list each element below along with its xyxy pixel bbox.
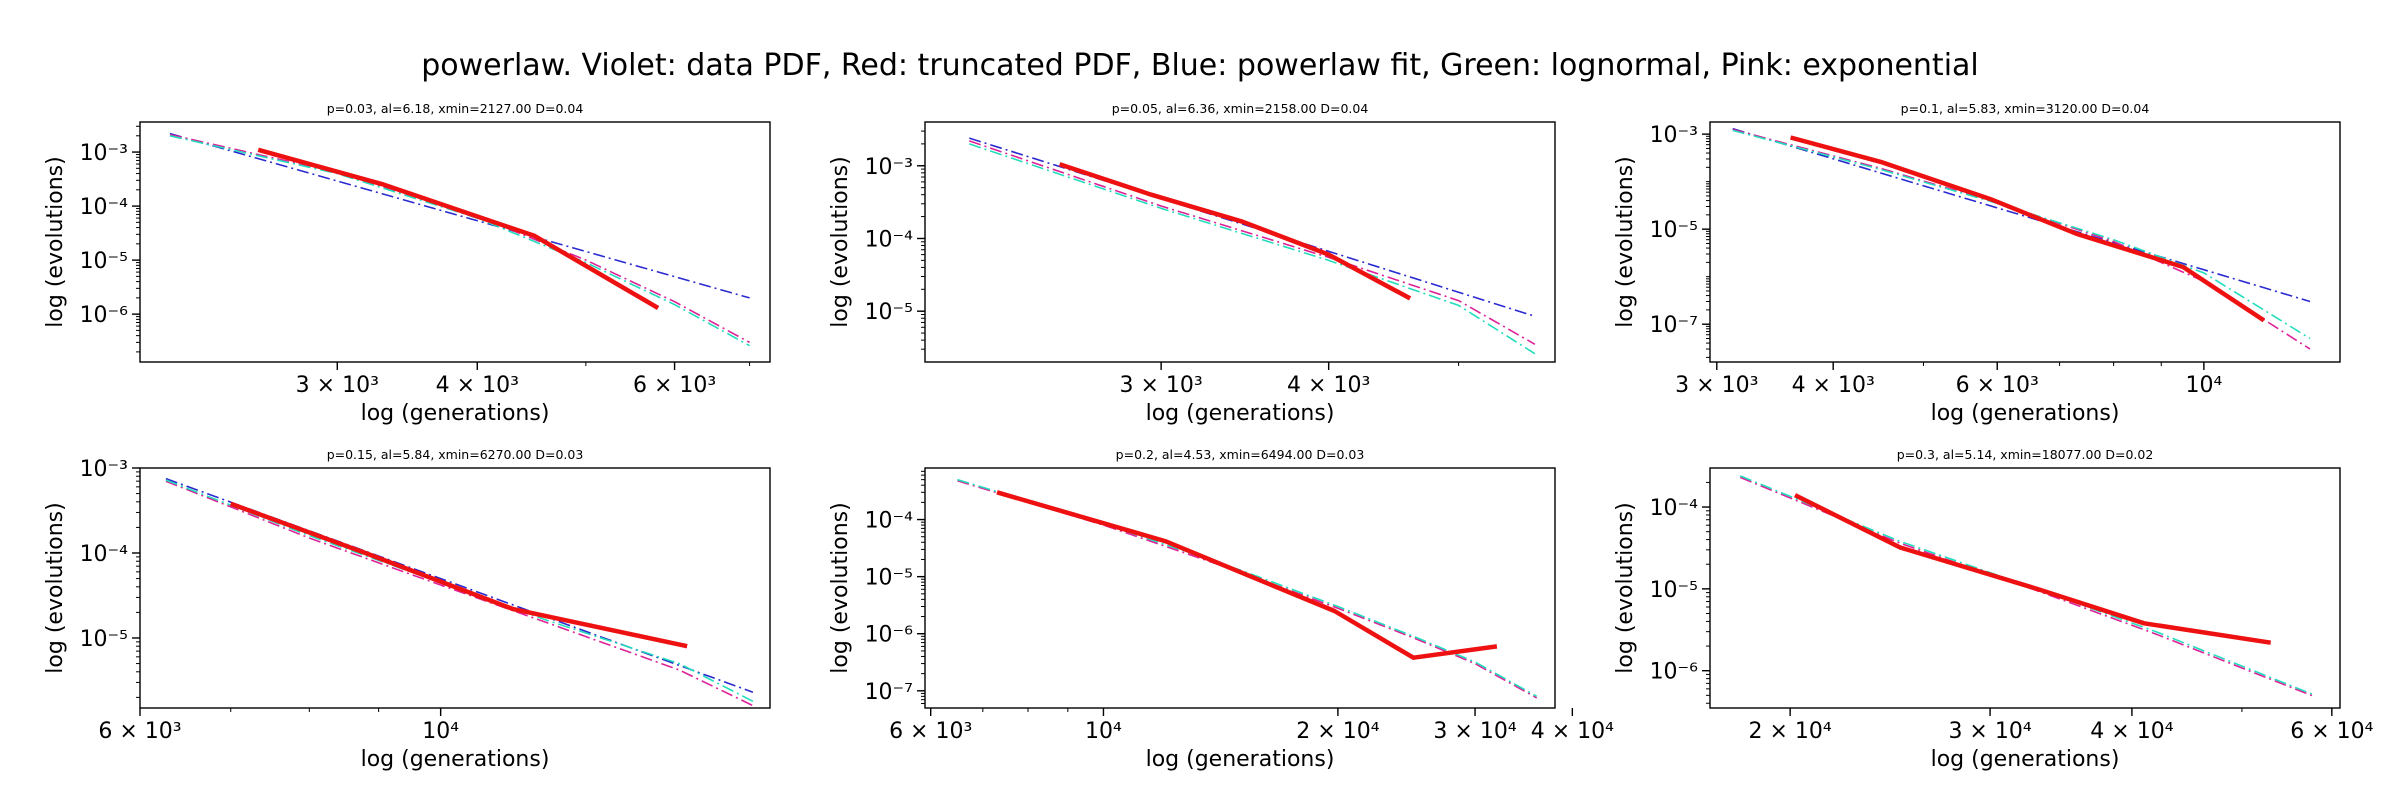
y-tick-label: 10⁻⁷	[865, 680, 913, 705]
subplot-title: p=0.3, al=5.14, xmin=18077.00 D=0.02	[1897, 447, 2154, 462]
lognormal-line	[165, 479, 754, 703]
subplot-title: p=0.2, al=4.53, xmin=6494.00 D=0.03	[1116, 447, 1365, 462]
y-tick-label: 10⁻⁴	[865, 509, 914, 534]
subplot-2: 3 × 10³ 4 × 10³ 10⁻³ 10⁻⁴ 10⁻⁵ p=0.05, al=6.3…	[828, 101, 1556, 426]
y-tick-label: 10⁻⁶	[80, 303, 129, 328]
y-tick-label: 10⁻³	[80, 457, 128, 482]
y-tick-label: 10⁻³	[1650, 123, 1698, 148]
series-group	[957, 478, 1538, 699]
series-group	[165, 477, 754, 707]
x-tick-label: 6 × 10³	[98, 719, 181, 744]
y-axis-label: log (evolutions)	[43, 156, 68, 327]
y-tick-label: 10⁻⁵	[1650, 218, 1698, 243]
x-tick-label: 3 × 10⁴	[1433, 719, 1516, 744]
subplot-title: p=0.03, al=6.18, xmin=2127.00 D=0.04	[327, 101, 584, 116]
x-tick-label: 6 × 10³	[889, 719, 972, 744]
x-axis-label: log (generations)	[1146, 747, 1335, 772]
lognormal-line	[969, 143, 1536, 355]
series-group	[1732, 127, 2311, 350]
truncated-line	[229, 501, 688, 649]
axes-frame	[139, 467, 771, 709]
series-group	[1739, 475, 2316, 698]
y-tick-label: 10⁻⁵	[80, 627, 128, 652]
x-tick-label: 10⁴	[2185, 373, 2222, 398]
subplot-title: p=0.05, al=6.36, xmin=2158.00 D=0.04	[1112, 101, 1369, 116]
x-tick-label: 4 × 10³	[1287, 373, 1370, 398]
truncated-line	[996, 490, 1498, 660]
x-axis-label: log (generations)	[1931, 401, 2120, 426]
exponential-line	[169, 133, 750, 344]
subplot-title: p=0.15, al=5.84, xmin=6270.00 D=0.03	[327, 447, 584, 462]
axes-frame	[1709, 121, 2341, 363]
y-tick-label: 10⁻⁵	[1650, 578, 1698, 603]
truncated-line	[1058, 162, 1412, 301]
x-tick-label: 3 × 10³	[1120, 373, 1203, 398]
x-tick-label: 6 × 10³	[633, 373, 716, 398]
lognormal-line	[169, 135, 750, 347]
exponential-line	[969, 140, 1536, 345]
x-axis-label: log (generations)	[1146, 401, 1335, 426]
y-tick-label: 10⁻⁶	[1650, 660, 1699, 685]
x-axis-label: log (generations)	[1931, 747, 2120, 772]
x-tick-label: 4 × 10³	[1792, 373, 1875, 398]
truncated-line	[1790, 135, 2266, 323]
y-tick-label: 10⁻⁵	[865, 300, 913, 325]
axes-frame	[139, 121, 771, 363]
x-tick-label: 6 × 10⁴	[2290, 719, 2373, 744]
powerlaw-line	[1732, 127, 2311, 303]
subplot-5: 6 × 10³ 10⁴ 2 × 10⁴ 3 × 10⁴ 4 × 10⁴ 10⁻⁴ 10⁻⁵ 1…	[828, 447, 1614, 772]
y-axis-label: log (evolutions)	[1613, 156, 1638, 327]
subplot-1: 3 × 10³ 4 × 10³ 6 × 10³ 10⁻³ 10⁻⁴ 10⁻⁵ 10⁻⁶ p=0…	[43, 101, 771, 426]
lognormal-line	[1732, 129, 2311, 340]
y-axis-label: log (evolutions)	[828, 156, 853, 327]
y-tick-label: 10⁻⁵	[80, 249, 128, 274]
lognormal-line	[957, 478, 1538, 697]
axes-frame	[1709, 467, 2341, 709]
y-axis-label: log (evolutions)	[828, 502, 853, 673]
x-tick-label: 2 × 10⁴	[1296, 719, 1379, 744]
subplot-title: p=0.1, al=5.83, xmin=3120.00 D=0.04	[1901, 101, 2150, 116]
truncated-line	[1793, 493, 2272, 645]
x-tick-label: 2 × 10⁴	[1749, 719, 1832, 744]
y-tick-label: 10⁻³	[80, 141, 128, 166]
x-tick-label: 10⁴	[1085, 719, 1122, 744]
y-tick-label: 10⁻⁴	[1650, 496, 1699, 521]
x-tick-label: 4 × 10⁴	[2090, 719, 2173, 744]
y-axis-label: log (evolutions)	[43, 502, 68, 673]
series-group	[169, 132, 750, 347]
figure-title: powerlaw. Violet: data PDF, Red: truncat…	[421, 48, 1979, 83]
truncated-line	[257, 147, 660, 310]
x-tick-label: 3 × 10³	[296, 373, 379, 398]
x-tick-label: 3 × 10³	[1675, 373, 1758, 398]
axes-frame	[924, 467, 1556, 709]
y-tick-label: 10⁻³	[865, 155, 913, 180]
exponential-line	[957, 479, 1538, 699]
x-axis-label: log (generations)	[361, 401, 550, 426]
series-group	[969, 137, 1536, 355]
subplot-4: 6 × 10³ 10⁴ 10⁻³ 10⁻⁴ 10⁻⁵ p=0.15, al=5.84, x…	[43, 447, 771, 772]
y-tick-label: 10⁻⁴	[80, 542, 129, 567]
y-tick-label: 10⁻⁴	[865, 227, 914, 252]
subplot-6: 2 × 10⁴ 3 × 10⁴ 4 × 10⁴ 6 × 10⁴ 10⁻⁴ 10⁻⁵ 10⁻⁶…	[1613, 447, 2374, 772]
x-tick-label: 6 × 10³	[1956, 373, 2039, 398]
exponential-line	[165, 480, 754, 707]
y-tick-label: 10⁻⁴	[80, 195, 129, 220]
x-tick-label: 10⁴	[422, 719, 459, 744]
x-axis-label: log (generations)	[361, 747, 550, 772]
powerlaw-line	[169, 132, 750, 299]
y-axis-label: log (evolutions)	[1613, 502, 1638, 673]
y-tick-label: 10⁻⁷	[1650, 313, 1698, 338]
subplot-3: 3 × 10³ 4 × 10³ 6 × 10³ 10⁴ 10⁻³ 10⁻⁵ 10⁻⁷ p=0.…	[1613, 101, 2341, 426]
x-tick-label: 4 × 10⁴	[1531, 719, 1614, 744]
x-tick-label: 4 × 10³	[436, 373, 519, 398]
exponential-line	[1732, 128, 2311, 350]
y-tick-label: 10⁻⁶	[865, 623, 914, 648]
y-tick-label: 10⁻⁵	[865, 566, 913, 591]
x-tick-label: 3 × 10⁴	[1948, 719, 2031, 744]
